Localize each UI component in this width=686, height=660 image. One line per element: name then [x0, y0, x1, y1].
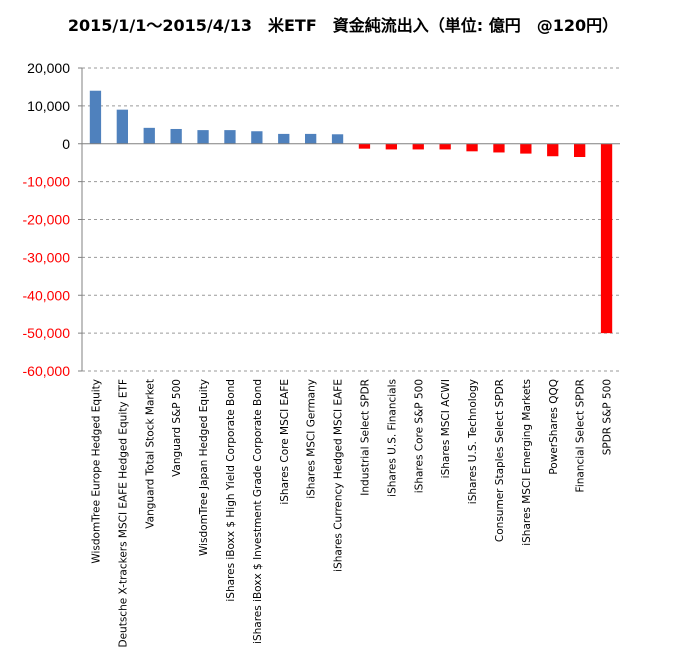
bar [278, 133, 290, 144]
y-tick-labels: 20,000 10,000 0 -10,000 -20,000 -30,000 -40,00… [23, 60, 71, 379]
x-tick-label: SPDR S&P 500 [602, 379, 614, 455]
y-tick-label: -50,000 [23, 325, 71, 341]
x-tick-label: WisdomTree Japan Hedged Equity [198, 379, 210, 556]
bar [89, 90, 102, 144]
bar [116, 109, 128, 144]
y-tick-label: -10,000 [23, 174, 71, 190]
x-tick-label: Deutsche X-trackers MSCI EAFE Hedged Equ… [117, 379, 129, 648]
bar [466, 143, 478, 152]
bar [574, 143, 586, 158]
bar [358, 143, 371, 149]
x-tick-label: Vanguard Total Stock Market [144, 379, 156, 529]
bar [547, 143, 559, 157]
x-tick-label: Financial Select SPDR [575, 379, 587, 492]
y-tick-label: -60,000 [23, 363, 71, 379]
bar [170, 128, 182, 144]
x-tick-label: iShares iBoxx $ High Yield Corporate Bon… [225, 379, 237, 602]
y-tick-label: -20,000 [23, 212, 71, 228]
axes [78, 67, 620, 372]
x-tick-label: iShares U.S. Technology [467, 379, 479, 504]
bar [331, 134, 344, 144]
y-tick-label: -40,000 [23, 287, 71, 303]
x-tick-label: iShares MSCI Germany [306, 379, 318, 499]
y-tick-label: 10,000 [27, 98, 70, 114]
x-tick-label: iShares U.S. Financials [386, 379, 398, 497]
bar [143, 127, 155, 144]
x-tick-label: iShares Currency Hedged MSCI EAFE [333, 379, 345, 572]
x-tick-label: WisdomTree Europe Hedged Equity [90, 379, 102, 564]
bar [493, 143, 505, 153]
gridlines [82, 67, 620, 372]
y-tick-label: -30,000 [23, 249, 71, 265]
bar [224, 130, 236, 144]
y-tick-label: 20,000 [27, 60, 70, 76]
x-tick-label: iShares Core MSCI EAFE [279, 379, 291, 505]
chart-title: 2015/1/1～2015/4/13 米ETF 資金純流出入（単位: 億円 @1… [67, 16, 619, 35]
bar [520, 143, 532, 154]
bar [385, 143, 397, 150]
bars [89, 90, 613, 334]
x-tick-label: iShares MSCI Emerging Markets [521, 379, 533, 546]
bar [251, 131, 263, 144]
bar [412, 143, 424, 150]
x-tick-label: Industrial Select SPDR [359, 379, 371, 496]
x-tick-label: Consumer Staples Select SPDR [494, 379, 506, 542]
y-tick-label: 0 [62, 136, 70, 152]
x-tick-label: iShares iBoxx $ Investment Grade Corpora… [252, 379, 264, 644]
x-tick-labels: WisdomTree Europe Hedged Equity Deutsche … [90, 379, 613, 648]
bar [305, 133, 317, 144]
bar [600, 143, 613, 334]
x-tick-label: iShares MSCI ACWI [440, 379, 452, 478]
bar [439, 143, 451, 150]
x-tick-label: Vanguard S&P 500 [171, 379, 183, 477]
x-tick-label: PowerShares QQQ [548, 379, 560, 475]
x-tick-label: iShares Core S&P 500 [413, 379, 425, 493]
bar [197, 130, 209, 144]
